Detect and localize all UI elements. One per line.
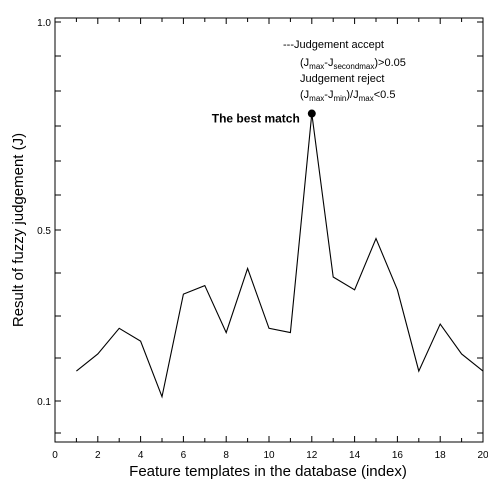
reject-formula: (Jmax-Jmin)/Jmax<0.5 xyxy=(300,89,395,103)
x-tick-label: 18 xyxy=(435,450,447,461)
data-points xyxy=(76,114,483,397)
reject-formula-sub-max2: max xyxy=(359,94,374,103)
x-tick-label: 6 xyxy=(181,450,187,461)
x-axis-title: Feature templates in the database (index… xyxy=(129,463,407,480)
x-tick-label: 14 xyxy=(349,450,361,461)
y-tick-label: 0.1 xyxy=(37,397,51,408)
reject-formula-sub-min: min xyxy=(333,94,346,103)
axis-ticks xyxy=(54,18,484,442)
plot-frame xyxy=(54,17,484,443)
accept-formula-sub-max: max xyxy=(309,62,324,71)
reject-formula-open: (J xyxy=(300,89,309,101)
reject-formula-close: )/J xyxy=(346,89,358,101)
x-tick-label: 0 xyxy=(52,450,58,461)
accept-formula: (Jmax-Jsecondmax)>0.05 xyxy=(300,57,406,71)
reject-formula-end: <0.5 xyxy=(374,89,396,101)
best-match-marker xyxy=(307,109,316,118)
accept-formula-open: (J xyxy=(300,57,309,69)
x-tick-label: 12 xyxy=(306,450,318,461)
x-tick-label: 10 xyxy=(263,450,275,461)
x-tick-label: 4 xyxy=(138,450,144,461)
accept-formula-sub-secondmax: secondmax xyxy=(333,62,374,71)
x-tick-label: 20 xyxy=(477,450,488,461)
reject-title: Judgement reject xyxy=(300,73,384,85)
y-tick-label: 0.5 xyxy=(37,226,51,237)
y-tick-label: 1.0 xyxy=(37,18,51,29)
y-axis-title: Result of fuzzy judgement (J) xyxy=(10,133,27,327)
accept-formula-mid: -J xyxy=(324,57,333,69)
best-match-label: The best match xyxy=(212,112,300,126)
x-tick-label: 8 xyxy=(223,450,229,461)
reject-formula-sub-max: max xyxy=(309,94,324,103)
accept-formula-close: )>0.05 xyxy=(374,57,406,69)
y-tick-labels: 0.1 0.5 1.0 xyxy=(37,18,51,408)
series-line xyxy=(76,113,484,399)
reject-formula-mid: -J xyxy=(324,89,333,101)
x-tick-label: 16 xyxy=(392,450,404,461)
accept-title: ---Judgement accept xyxy=(283,39,384,51)
x-tick-labels: 0 2 4 6 8 10 12 14 16 18 20 xyxy=(52,450,488,461)
x-tick-label: 2 xyxy=(95,450,101,461)
